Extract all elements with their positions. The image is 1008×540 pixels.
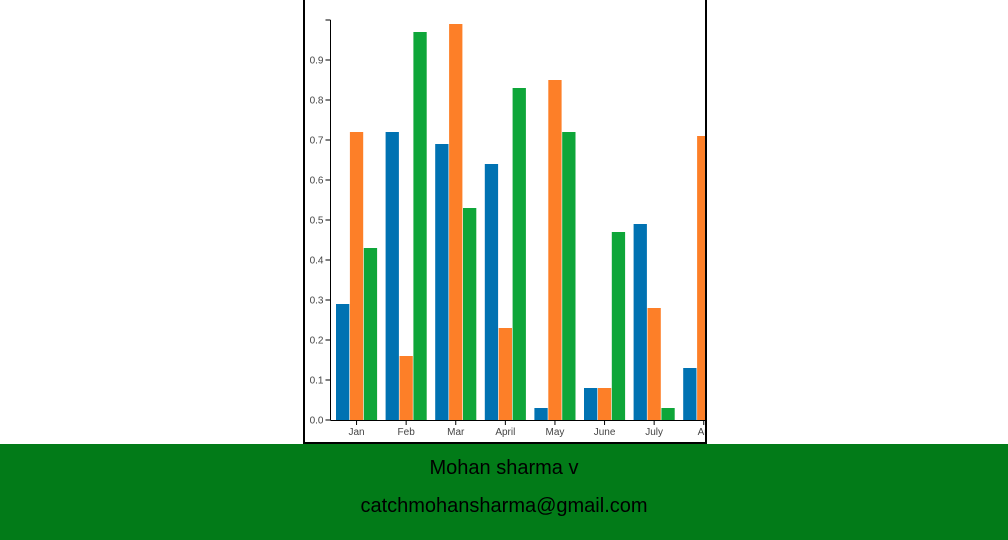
bar-jan-series-2 (349, 132, 364, 420)
bar-feb-series-3 (413, 32, 427, 420)
y-tick-label: 0.2 (310, 336, 324, 347)
y-tick-label: 0.7 (310, 136, 324, 147)
author-name: Mohan sharma v (429, 457, 579, 479)
bar-june-series-3 (611, 232, 626, 420)
bar-june-series-2 (597, 388, 612, 420)
x-tick-label: Jan (348, 427, 364, 438)
author-email: catchmohansharma@gmail.com (360, 495, 648, 517)
bar-chart: Jan Feb Mar April May June July Au 0.0 0.1 0.2 0.3 0… (310, 19, 705, 438)
y-tick-label: 0.4 (310, 256, 324, 267)
y-tick-label: 0.9 (310, 56, 324, 67)
bar-may-series-2 (548, 80, 562, 420)
bar-april-series-3 (512, 88, 526, 420)
bar-july-series-1 (633, 224, 647, 420)
x-tick-label: Mar (447, 427, 465, 438)
bar-jan-series-3 (363, 248, 378, 420)
bar-april-series-1 (484, 164, 499, 420)
footer: Mohan sharma v catchmohansharma@gmail.co… (0, 444, 1008, 540)
x-tick-label: June (594, 427, 616, 438)
bar-april-series-2 (498, 328, 512, 420)
bar-mar-series-3 (463, 208, 477, 420)
chart-frame: Jan Feb Mar April May June July Au 0.0 0.1 0.2 0.3 0… (303, 0, 707, 444)
bar-june-series-1 (584, 388, 598, 420)
y-tick-label: 0.0 (310, 416, 324, 427)
x-tick-label: April (495, 427, 515, 438)
bar-mar-series-2 (449, 24, 463, 420)
bar-feb-series-1 (385, 132, 399, 420)
bar-au-series-1 (683, 368, 697, 420)
bar-jan-series-1 (336, 304, 350, 420)
y-tick-label: 0.5 (310, 216, 324, 227)
bar-au-series-2 (697, 136, 705, 420)
bar-may-series-3 (562, 132, 576, 420)
bar-july-series-3 (661, 408, 675, 420)
x-tick-label: Feb (398, 427, 416, 438)
y-tick-label: 0.3 (310, 296, 324, 307)
y-tick-label: 0.6 (310, 176, 324, 187)
bar-mar-series-1 (435, 144, 449, 420)
x-tick-label: Au (698, 427, 705, 438)
y-tick-label: 0.8 (310, 96, 324, 107)
x-tick-label: May (545, 427, 564, 438)
y-tick-label: 0.1 (310, 376, 324, 387)
bar-july-series-2 (647, 308, 661, 420)
bar-may-series-1 (534, 408, 548, 420)
bar-feb-series-2 (399, 356, 413, 420)
x-tick-label: July (645, 427, 663, 438)
